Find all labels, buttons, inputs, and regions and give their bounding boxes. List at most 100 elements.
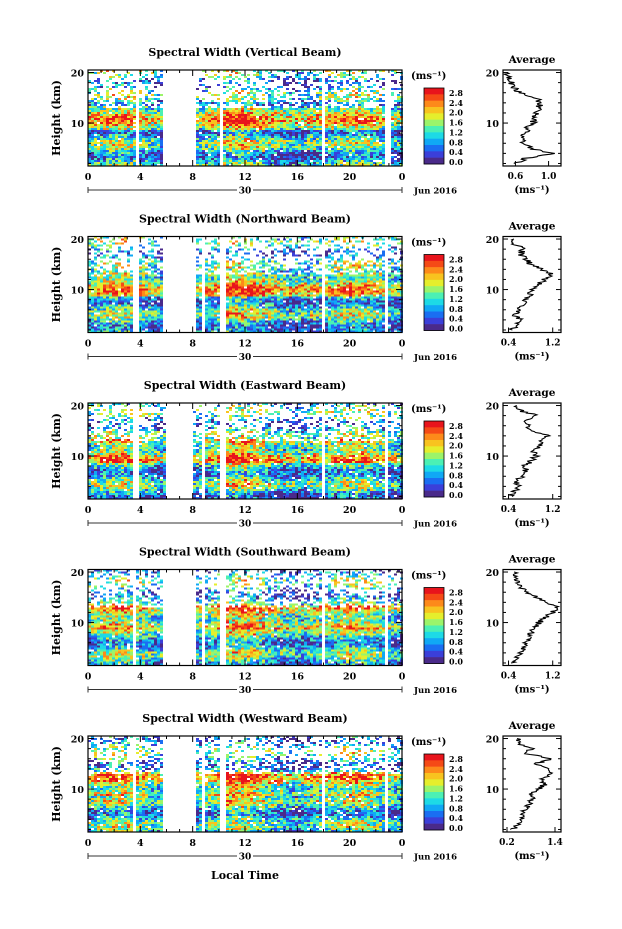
average-y-tick-label: 20	[486, 69, 500, 80]
heatmap-cell	[256, 278, 259, 281]
heatmap-cell	[199, 112, 202, 114]
heatmap-cell	[277, 78, 280, 80]
heatmap-cell	[235, 298, 238, 301]
heatmap-cell	[307, 146, 310, 148]
heatmap-cell	[244, 290, 247, 293]
heatmap-cell	[283, 160, 286, 162]
heatmap-cell	[91, 242, 94, 245]
heatmap-cell	[217, 108, 220, 110]
heatmap-cell	[376, 100, 379, 102]
heatmap-cell	[202, 164, 205, 166]
heatmap-cell	[325, 134, 328, 136]
heatmap-cell	[154, 306, 157, 309]
heatmap-cell	[154, 278, 157, 281]
heatmap-cell	[235, 252, 238, 255]
heatmap-cell	[112, 242, 115, 245]
heatmap-cell	[97, 270, 100, 273]
heatmap-cell	[337, 82, 340, 84]
heatmap-cell	[100, 112, 103, 114]
heatmap-cell	[328, 112, 331, 114]
heatmap-cell	[229, 146, 232, 148]
heatmap-cell	[319, 156, 322, 158]
heatmap-cell	[256, 302, 259, 305]
heatmap-cell	[196, 150, 199, 152]
heatmap-cell	[214, 326, 217, 329]
heatmap-cell	[355, 132, 358, 134]
heatmap-cell	[115, 328, 118, 331]
heatmap-cell	[157, 310, 160, 313]
heatmap-cell	[337, 120, 340, 122]
heatmap-cell	[256, 120, 259, 122]
heatmap-cell	[319, 120, 322, 122]
heatmap-cell	[124, 274, 127, 277]
heatmap-cell	[391, 164, 394, 166]
heatmap-cell	[112, 256, 115, 259]
heatmap-cell	[151, 248, 154, 251]
heatmap-cell	[358, 94, 361, 96]
heatmap-cell	[262, 272, 265, 275]
heatmap-cell	[301, 158, 304, 160]
heatmap-cell	[226, 316, 229, 319]
heatmap-cell	[370, 130, 373, 132]
heatmap-cell	[262, 86, 265, 88]
heatmap-cell	[217, 76, 220, 78]
heatmap-cell	[139, 148, 142, 150]
heatmap-cell	[202, 128, 205, 130]
heatmap-cell	[223, 154, 226, 156]
heatmap-cell	[109, 144, 112, 146]
heatmap-cell	[367, 110, 370, 112]
heatmap-cell	[217, 144, 220, 146]
heatmap-cell	[250, 126, 253, 128]
heatmap-cell	[268, 128, 271, 130]
heatmap-cell	[289, 134, 292, 136]
heatmap-cell	[154, 318, 157, 321]
heatmap-cell	[142, 318, 145, 321]
heatmap-cell	[151, 270, 154, 273]
heatmap-cell	[127, 156, 130, 158]
heatmap-cell	[94, 120, 97, 122]
heatmap-cell	[151, 162, 154, 164]
heatmap-cell	[274, 124, 277, 126]
heatmap-cell	[211, 124, 214, 126]
heatmap-cell	[364, 156, 367, 158]
heatmap-cell	[148, 312, 151, 315]
heatmap-cell	[283, 144, 286, 146]
heatmap-cell	[226, 98, 229, 100]
heatmap-cell	[115, 108, 118, 110]
heatmap-cell	[211, 298, 214, 301]
heatmap-cell	[325, 136, 328, 138]
heatmap-cell	[253, 268, 256, 271]
heatmap-cell	[304, 160, 307, 162]
heatmap-cell	[271, 76, 274, 78]
heatmap-cell	[376, 162, 379, 164]
heatmap-cell	[262, 324, 265, 327]
heatmap-cell	[370, 122, 373, 124]
heatmap-cell	[307, 78, 310, 80]
heatmap-cell	[232, 300, 235, 303]
heatmap-cell	[235, 290, 238, 293]
heatmap-cell	[199, 302, 202, 305]
heatmap-cell	[238, 126, 241, 128]
heatmap-cell	[217, 316, 220, 319]
heatmap-cell	[130, 100, 133, 102]
heatmap-cell	[196, 102, 199, 104]
heatmap-cell	[202, 78, 205, 80]
heatmap-cell	[145, 294, 148, 297]
heatmap-cell	[364, 124, 367, 126]
heatmap-cell	[379, 144, 382, 146]
heatmap-cell	[310, 126, 313, 128]
heatmap-cell	[310, 142, 313, 144]
heatmap-cell	[91, 136, 94, 138]
heatmap-cell	[250, 118, 253, 120]
heatmap-cell	[301, 146, 304, 148]
heatmap-cell	[133, 164, 136, 166]
heatmap-cell	[151, 156, 154, 158]
heatmap-cell	[328, 162, 331, 164]
heatmap-cell	[115, 276, 118, 279]
heatmap-cell	[145, 100, 148, 102]
heatmap-cell	[208, 302, 211, 305]
heatmap-cell	[124, 104, 127, 106]
heatmap-cell	[208, 128, 211, 130]
heatmap-cell	[217, 116, 220, 118]
heatmap-cell	[196, 136, 199, 138]
